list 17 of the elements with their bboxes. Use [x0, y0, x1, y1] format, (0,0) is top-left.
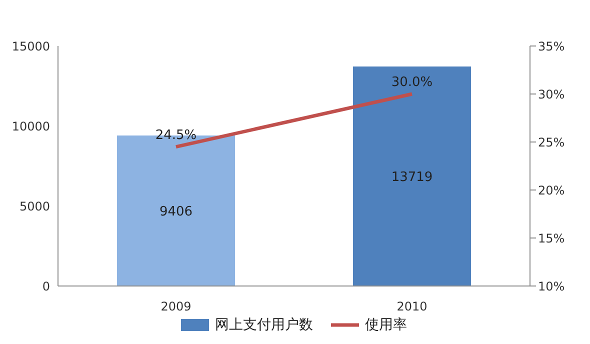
- data-label: 9406: [159, 204, 193, 220]
- y-tick-label: 0: [42, 279, 50, 294]
- x-tick-label: 2009: [160, 300, 192, 314]
- legend-label: 网上支付用户数: [215, 316, 313, 334]
- y2-tick-label: 25%: [538, 135, 565, 150]
- y2-tick-label: 30%: [538, 87, 565, 102]
- y2-tick-label: 20%: [538, 183, 565, 198]
- y-tick-label: 15000: [12, 39, 50, 54]
- y-tick-label: 5000: [19, 199, 50, 214]
- y2-tick-label: 15%: [538, 231, 565, 246]
- data-label: 13719: [391, 170, 433, 185]
- x-tick-label: 2010: [396, 300, 428, 314]
- y-tick-label: 10000: [12, 119, 50, 134]
- legend-label: 使用率: [365, 316, 407, 334]
- y2-tick-label: 10%: [538, 279, 565, 294]
- data-label: 30.0%: [391, 75, 433, 90]
- y2-tick-label: 35%: [538, 39, 565, 54]
